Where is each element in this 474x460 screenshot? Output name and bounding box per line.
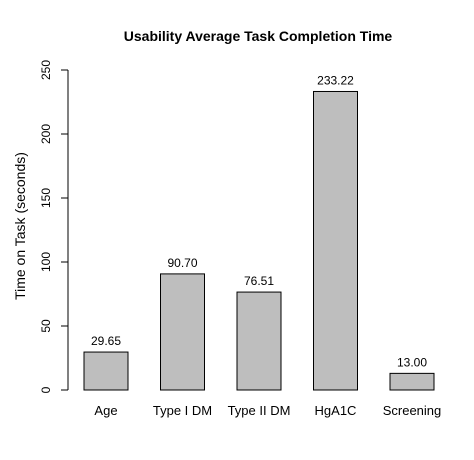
x-category-label: Age (94, 403, 117, 418)
x-category-label: HgA1C (315, 403, 357, 418)
y-tick-label: 50 (39, 319, 53, 333)
bar (160, 273, 205, 391)
y-axis-label: Time on Task (seconds) (12, 152, 28, 300)
chart-title: Usability Average Task Completion Time (124, 28, 393, 44)
y-tick-label: 150 (39, 188, 53, 208)
y-tick-label: 100 (39, 252, 53, 272)
data-label: 233.22 (317, 73, 354, 87)
y-tick-label: 0 (39, 386, 53, 393)
y-tick-label: 250 (39, 60, 53, 80)
data-label: 29.65 (91, 334, 121, 348)
bars (83, 90, 435, 391)
x-category-label: Screening (383, 403, 442, 418)
bar (389, 372, 435, 391)
bar (83, 351, 129, 391)
y-tick-label: 200 (39, 124, 53, 144)
data-label: 76.51 (244, 274, 274, 288)
x-category-label: Type I DM (153, 403, 212, 418)
data-label: 13.00 (397, 355, 427, 369)
x-category-label: Type II DM (228, 403, 291, 418)
data-label: 90.70 (167, 256, 197, 270)
data-labels: 29.65 90.70 76.51 233.22 13.00 (91, 73, 427, 369)
y-axis-ticks: 0 50 100 150 200 250 (39, 60, 68, 393)
x-axis-category-labels: Age Type I DM Type II DM HgA1C Screening (94, 403, 441, 418)
bar (313, 90, 358, 391)
bar (236, 291, 282, 391)
